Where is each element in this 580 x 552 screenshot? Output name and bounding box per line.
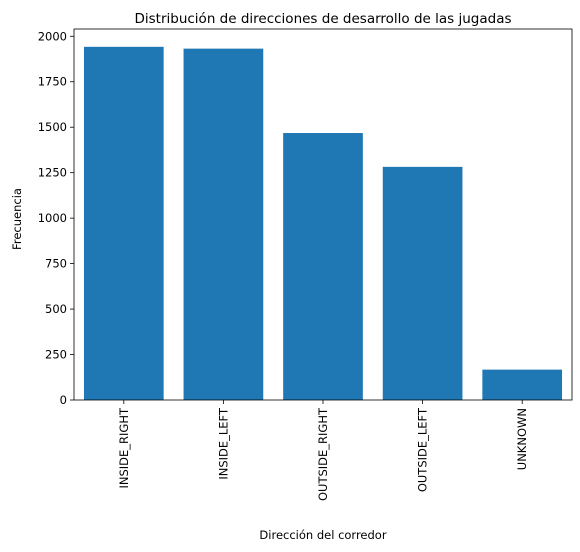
y-tick-label: 500 [45, 302, 67, 316]
bar-outside-right [283, 133, 363, 400]
y-tick-label: 1750 [38, 75, 67, 89]
y-tick-label: 250 [45, 348, 67, 362]
bar-outside-left [382, 166, 463, 400]
bar-inside-left [183, 48, 264, 401]
x-tick-label: INSIDE_RIGHT [117, 407, 131, 488]
x-axis-label: Dirección del corredor [259, 528, 386, 542]
x-axis-ticks: INSIDE_RIGHT INSIDE_LEFT OUTSIDE_RIGHT OUTS… [117, 400, 529, 501]
x-tick-label: OUTSIDE_RIGHT [316, 407, 330, 501]
x-tick-label: INSIDE_LEFT [216, 407, 230, 480]
bars-group [83, 46, 563, 401]
bar-inside-right [83, 46, 164, 401]
x-tick-label: OUTSIDE_LEFT [416, 407, 430, 492]
chart-title: Distribución de direcciones de desarroll… [134, 11, 511, 27]
y-tick-label: 1500 [38, 120, 67, 134]
y-tick-label: 1250 [38, 166, 67, 180]
bar-unknown [482, 369, 563, 400]
y-tick-label: 750 [45, 257, 67, 271]
y-tick-label: 0 [60, 393, 67, 407]
y-tick-label: 1000 [38, 211, 67, 225]
x-tick-label: UNKNOWN [515, 408, 529, 470]
plot-frame [73, 28, 573, 401]
y-tick-label: 2000 [38, 29, 67, 43]
y-axis-label: Frecuencia [10, 188, 24, 250]
y-axis-ticks: 0 250 500 750 1000 1250 1500 1750 2000 [38, 29, 74, 407]
